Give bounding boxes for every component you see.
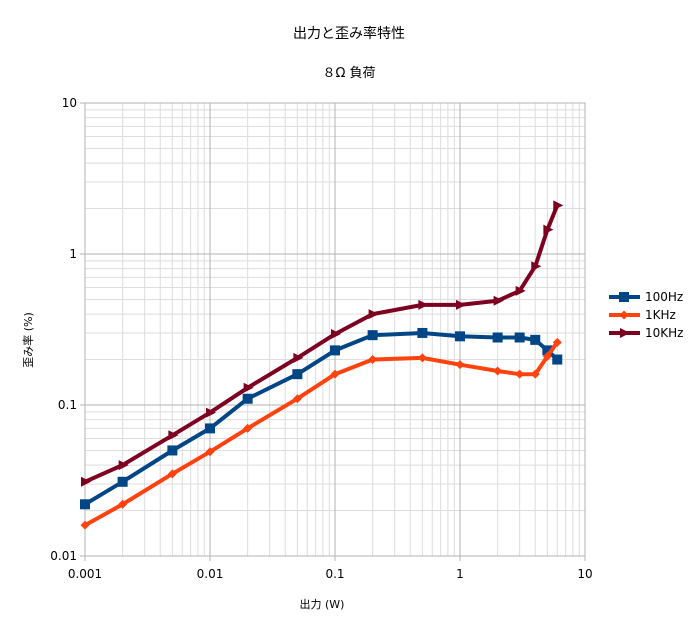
- data-point-square: [619, 292, 629, 302]
- data-point-square: [292, 369, 303, 380]
- data-point-diamond: [292, 394, 302, 404]
- axis-ticks: 0.001 0.01 0.1 1 10 0.01 0.1 1 10: [50, 96, 592, 581]
- data-point-diamond: [243, 423, 253, 433]
- y-axis-label: 歪み率 (%): [21, 312, 35, 368]
- series-line: [84, 341, 559, 527]
- legend-label: 100Hz: [645, 290, 683, 304]
- data-point-square: [80, 499, 90, 510]
- data-point-diamond: [552, 337, 562, 347]
- data-point-triangle: [368, 309, 379, 320]
- data-point-triangle: [531, 261, 542, 272]
- legend-label: 1KHz: [645, 308, 676, 322]
- data-point-diamond: [167, 469, 177, 479]
- data-point-square: [514, 332, 525, 343]
- legend-item: 10KHz: [609, 326, 683, 340]
- legend-label: 10KHz: [645, 326, 683, 340]
- series-100hz: [80, 327, 563, 510]
- x-tick-label: 0.01: [197, 567, 224, 581]
- y-tick-label: 10: [62, 96, 77, 110]
- chart-subtitle: ８Ω 負荷: [322, 66, 375, 81]
- x-tick-label: 10: [577, 567, 592, 581]
- chart-title: 出力と歪み率特性: [293, 25, 405, 42]
- x-tick-label: 0.1: [325, 567, 344, 581]
- data-point-triangle: [293, 352, 304, 363]
- data-point-triangle: [543, 224, 554, 235]
- data-point-diamond: [493, 366, 503, 376]
- x-tick-label: 1: [456, 567, 464, 581]
- data-point-square: [242, 393, 253, 404]
- data-point-triangle: [493, 295, 504, 306]
- data-point-square: [205, 423, 215, 434]
- data-point-square: [455, 331, 465, 342]
- x-axis-label: 出力 (W): [300, 597, 345, 611]
- plot-series: [80, 200, 564, 530]
- data-point-diamond: [619, 310, 629, 320]
- data-point-square: [542, 345, 553, 356]
- data-point-diamond: [417, 353, 427, 363]
- legend-item: 1KHz: [609, 308, 676, 322]
- data-point-diamond: [542, 351, 552, 361]
- data-point-square: [117, 476, 128, 487]
- data-point-diamond: [205, 447, 215, 457]
- data-point-triangle: [118, 460, 129, 471]
- data-point-diamond: [515, 369, 525, 379]
- data-point-triangle: [331, 329, 341, 340]
- legend-item: 100Hz: [609, 290, 683, 304]
- legend: 100Hz 1KHz 10KHz: [609, 290, 683, 340]
- series-1khz: [80, 337, 562, 530]
- data-point-square: [167, 445, 178, 456]
- data-point-square: [367, 330, 378, 341]
- series-line: [84, 204, 560, 484]
- data-point-diamond: [368, 355, 378, 365]
- y-tick-label: 0.01: [50, 549, 77, 563]
- data-point-triangle: [81, 476, 91, 487]
- data-point-triangle: [206, 407, 216, 418]
- data-point-triangle: [456, 299, 466, 310]
- data-point-diamond: [80, 520, 90, 530]
- data-point-triangle: [553, 200, 564, 211]
- y-tick-label: 1: [69, 247, 77, 261]
- data-point-triangle: [620, 328, 630, 338]
- data-point-square: [417, 327, 428, 338]
- data-point-diamond: [530, 369, 540, 379]
- data-point-square: [530, 334, 541, 345]
- series-line: [83, 331, 559, 507]
- y-tick-label: 0.1: [58, 398, 77, 412]
- x-tick-label: 0.001: [68, 567, 102, 581]
- data-point-triangle: [168, 430, 179, 441]
- data-point-triangle: [515, 285, 526, 296]
- data-point-square: [552, 354, 563, 365]
- data-point-triangle: [418, 299, 429, 310]
- data-point-diamond: [455, 360, 465, 370]
- data-point-triangle: [243, 382, 254, 393]
- series-10khz: [81, 200, 564, 487]
- data-point-diamond: [118, 499, 128, 509]
- data-point-square: [492, 332, 503, 343]
- data-point-diamond: [330, 369, 340, 379]
- grid: [84, 102, 586, 557]
- data-point-square: [330, 345, 340, 356]
